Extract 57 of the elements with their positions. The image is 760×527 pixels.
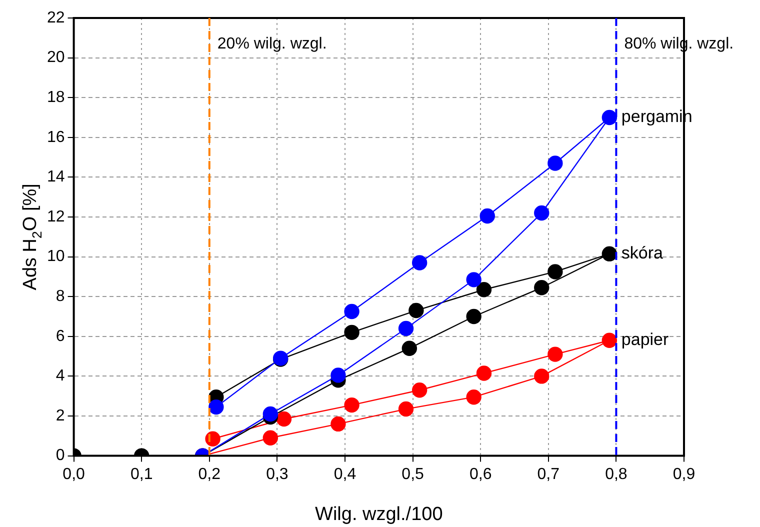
x-tick-label: 0,6 xyxy=(469,466,492,483)
point xyxy=(602,246,618,262)
point xyxy=(408,302,424,318)
y-tick-label: 22 xyxy=(47,9,65,26)
point xyxy=(466,272,482,288)
x-tick-label: 0,4 xyxy=(334,466,356,483)
series-label: skóra xyxy=(621,244,664,263)
point xyxy=(534,205,550,221)
y-axis-title: Ads H2O [%] xyxy=(20,184,45,290)
point xyxy=(398,401,414,417)
point xyxy=(466,389,482,405)
point xyxy=(402,340,418,356)
point xyxy=(262,406,278,422)
y-tick-label: 14 xyxy=(47,168,65,186)
y-tick-label: 0 xyxy=(56,447,65,464)
x-tick-label: 0,8 xyxy=(605,466,628,483)
point xyxy=(344,304,360,320)
y-tick-label: 16 xyxy=(47,128,65,146)
point xyxy=(344,324,360,340)
point xyxy=(476,366,492,381)
point xyxy=(412,382,428,398)
point xyxy=(534,368,550,384)
point xyxy=(548,156,563,171)
x-axis-title: Wilg. wzgl./100 xyxy=(315,504,443,525)
point xyxy=(208,399,224,415)
x-tick-label: 0,9 xyxy=(672,466,696,483)
point xyxy=(330,416,346,432)
point xyxy=(602,110,618,126)
x-tick-label: 0,5 xyxy=(402,466,424,483)
y-tick-label: 12 xyxy=(47,208,65,226)
y-tick-label: 8 xyxy=(56,288,65,306)
point xyxy=(548,264,563,280)
x-tick-label: 0,2 xyxy=(198,466,221,483)
y-tick-label: 20 xyxy=(47,49,65,66)
y-tick-label: 6 xyxy=(56,328,65,345)
ref-line-label: 20% wilg. wzgl. xyxy=(217,35,327,52)
point xyxy=(534,280,550,296)
x-tick-label: 0,0 xyxy=(62,466,86,483)
point xyxy=(548,346,563,362)
point xyxy=(602,332,618,348)
point xyxy=(276,411,292,427)
series-label: papier xyxy=(621,330,670,350)
point xyxy=(466,308,482,324)
y-tick-label: 2 xyxy=(56,407,65,424)
x-tick-label: 0,7 xyxy=(537,466,560,483)
point xyxy=(398,320,414,336)
y-tick-label: 10 xyxy=(47,248,65,266)
point xyxy=(412,255,428,270)
point xyxy=(476,282,492,298)
y-tick-label: 4 xyxy=(56,368,65,385)
point xyxy=(330,368,346,383)
y-tick-label: 18 xyxy=(47,89,65,106)
point xyxy=(262,430,278,446)
point xyxy=(480,208,495,224)
point xyxy=(344,397,360,413)
x-tick-label: 0,1 xyxy=(130,466,153,483)
x-tick-label: 0,3 xyxy=(266,466,288,483)
